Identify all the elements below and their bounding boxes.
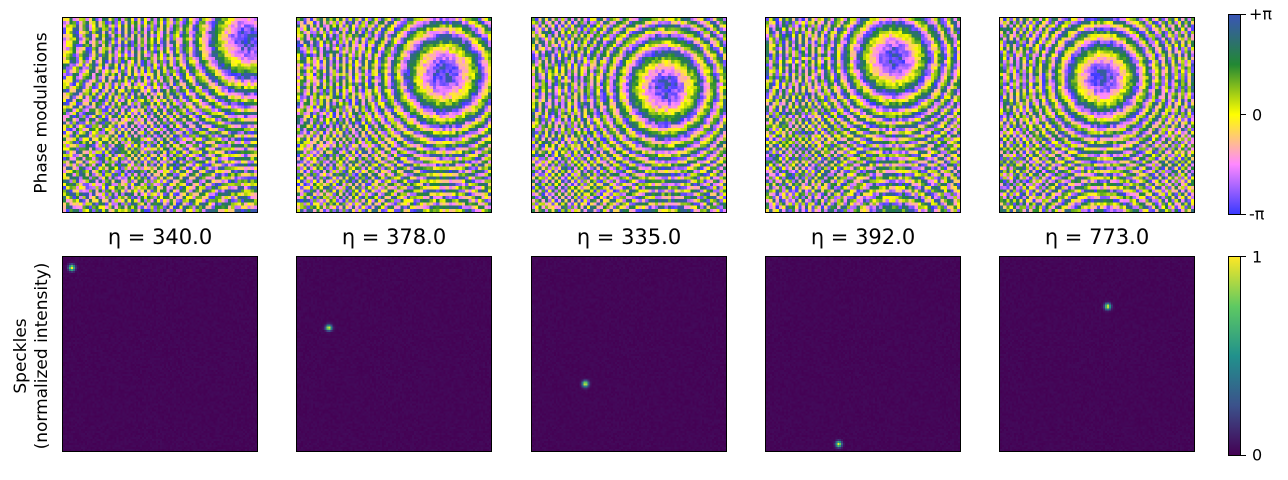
phase-colorbar-tick bbox=[1241, 214, 1246, 215]
speckle-panel bbox=[296, 256, 492, 452]
eta-label: η = 378.0 bbox=[341, 225, 447, 249]
eta-label: η = 773.0 bbox=[1044, 225, 1150, 249]
phase-image bbox=[532, 18, 726, 212]
phase-panel bbox=[296, 17, 492, 213]
speckle-colorbar-tick-label: 1 bbox=[1252, 247, 1263, 267]
speckle-colorbar bbox=[1228, 256, 1241, 456]
speckle-panel bbox=[765, 256, 961, 452]
speckle-panel bbox=[999, 256, 1195, 452]
phase-panel bbox=[999, 17, 1195, 213]
phase-panel bbox=[62, 17, 258, 213]
speckle-row-ylabel: Speckles (normalized intensity) bbox=[11, 262, 52, 450]
phase-image bbox=[766, 18, 960, 212]
speckle-image bbox=[1000, 257, 1194, 451]
speckle-image bbox=[766, 257, 960, 451]
phase-panel bbox=[765, 17, 961, 213]
speckle-image bbox=[297, 257, 491, 451]
phase-image bbox=[63, 18, 257, 212]
eta-label: η = 335.0 bbox=[576, 225, 682, 249]
phase-colorbar-tick-label: -π bbox=[1249, 204, 1265, 224]
phase-row-ylabel: Phase modulations bbox=[31, 32, 52, 194]
speckle-image bbox=[63, 257, 257, 451]
phase-image bbox=[1000, 18, 1194, 212]
phase-colorbar-tick bbox=[1241, 14, 1246, 15]
speckle-panel bbox=[62, 256, 258, 452]
speckle-panel bbox=[531, 256, 727, 452]
phase-panel bbox=[531, 17, 727, 213]
speckle-colorbar-tick-label: 0 bbox=[1252, 445, 1263, 465]
phase-colorbar-tick-label: 0 bbox=[1252, 105, 1263, 125]
speckle-image bbox=[532, 257, 726, 451]
eta-label: η = 340.0 bbox=[107, 225, 213, 249]
phase-colorbar bbox=[1228, 14, 1241, 215]
phase-colorbar-tick bbox=[1241, 114, 1246, 115]
speckle-colorbar-tick bbox=[1241, 455, 1246, 456]
phase-image bbox=[297, 18, 491, 212]
speckle-colorbar-tick bbox=[1241, 256, 1246, 257]
eta-label: η = 392.0 bbox=[810, 225, 916, 249]
phase-colorbar-tick-label: +π bbox=[1249, 4, 1273, 24]
